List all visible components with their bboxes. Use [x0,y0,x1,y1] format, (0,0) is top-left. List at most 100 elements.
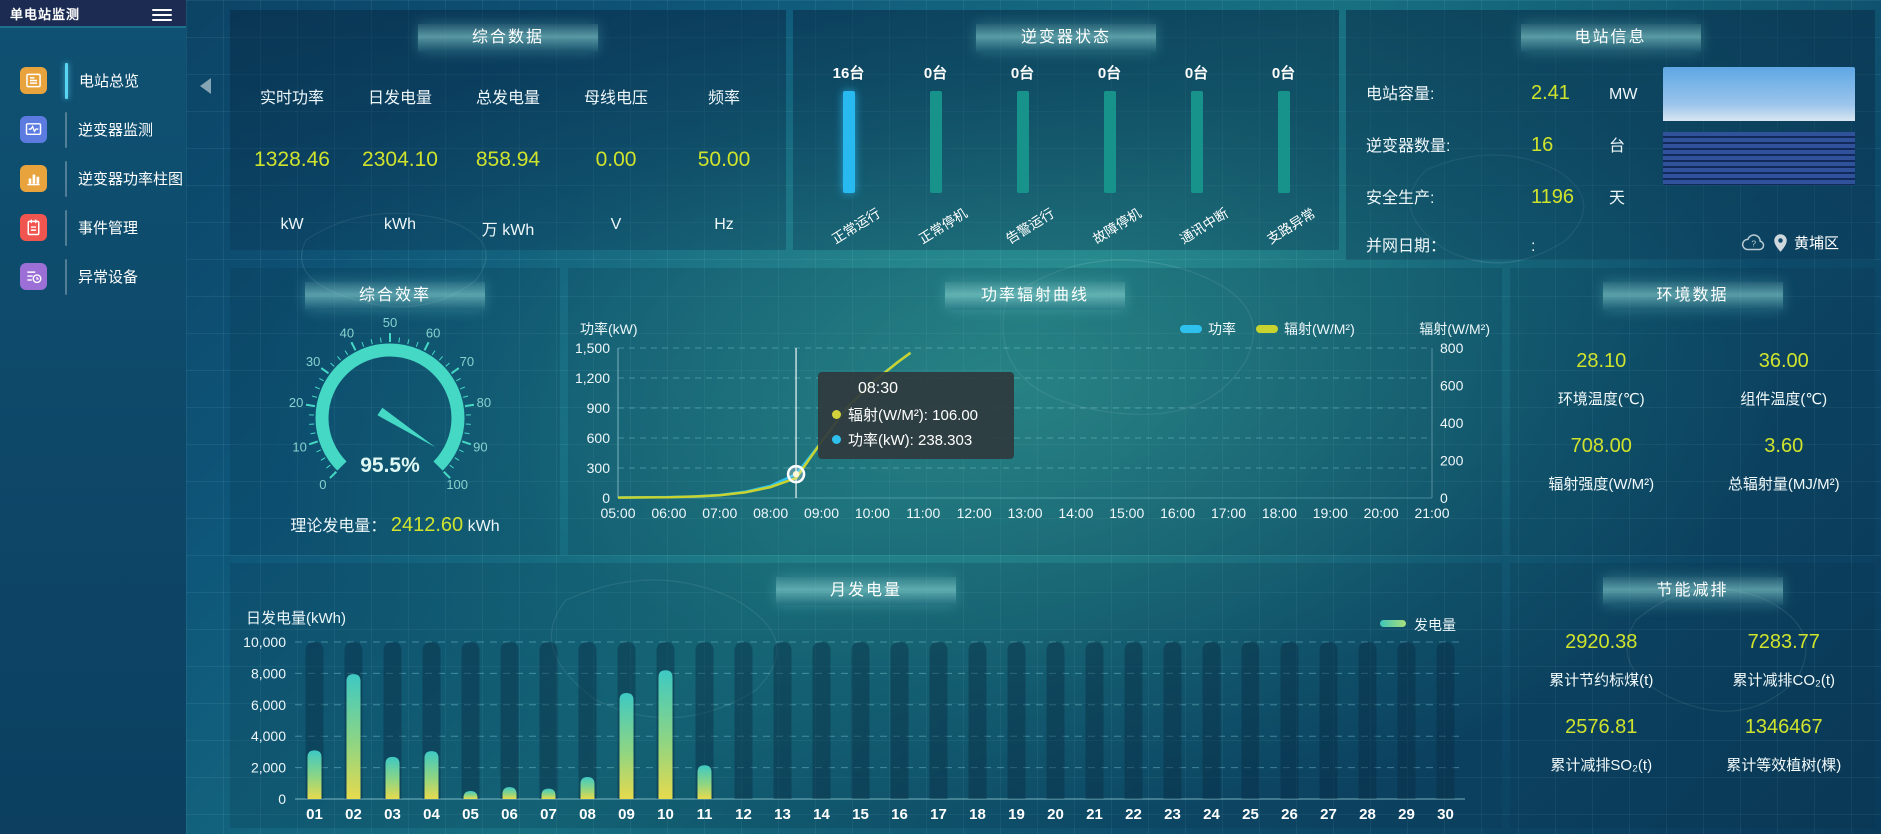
series-dot-icon [832,435,841,444]
svg-text:日发电量(kWh): 日发电量(kWh) [246,610,346,627]
efficiency-gauge-chart[interactable]: 0 10 20 30 40 50 60 70 80 90 100 95.5% [230,268,560,508]
bar [346,674,361,799]
chart-legend[interactable]: 功率 辐射(W/M²) [1180,321,1355,337]
info-unit: MW [1609,86,1638,103]
sidebar-item-2[interactable]: 逆变器监测 [0,105,186,154]
grid-date-value: : [1531,238,1536,255]
svg-text:50: 50 [383,315,397,330]
theory-unit: kWh [467,518,500,535]
bar-shadow [1319,642,1338,799]
svg-text:26: 26 [1281,806,1298,823]
menu-toggle-icon[interactable] [152,6,172,21]
sidebar-item-1[interactable]: 电站总览 [0,56,186,105]
monthly-generation-bar-chart[interactable]: 0 2,000 4,000 6,000 8,000 10,000 日发电量(kWh) 01 02… [230,563,1502,828]
bar-shadow [734,642,753,799]
svg-text:05:00: 05:00 [600,505,635,521]
bar-shadow [1358,642,1377,799]
bar [424,751,439,799]
grid-date-row: 并网日期： : [1366,232,1666,256]
inverter-status-bars[interactable]: 16台 正常运行 0台 正常停机 0台 告警运行 0台 故障停机 0台 通讯中断 0台 支路异常 [805,62,1327,250]
panel-power-curve: 功率辐射曲线 0 300 600 900 1,200 1,500 0 200 400 600 800… [568,268,1502,555]
svg-text:0: 0 [319,477,326,492]
svg-text:900: 900 [587,400,611,416]
device-alert-icon [20,263,47,290]
inverter-status-label: 正常运行 [828,205,883,247]
svg-text:16: 16 [891,806,908,823]
svg-text:23: 23 [1164,806,1181,823]
svg-text:27: 27 [1320,806,1337,823]
bar-shadow [1007,642,1026,799]
sidebar-item-label: 事件管理 [78,220,139,237]
bar-shadow [851,642,870,799]
panel-inverter-status: 逆变器状态 16台 正常运行 0台 正常停机 0台 告警运行 0台 故障停机 0台 通讯中断 0台支… [793,10,1339,250]
svg-text:1,500: 1,500 [575,340,610,356]
svg-text:800: 800 [1440,340,1464,356]
panel-summary: 综合数据 实时功率 1328.46 kW 日发电量 2304.10 kWh 总发电量 858.… [230,10,786,250]
inverter-status-label: 故障停机 [1089,205,1144,247]
metric-value: 858.94 [475,148,541,171]
sidebar-item-label: 电站总览 [79,73,140,90]
summary-metric: 日发电量 2304.10 kWh [346,10,454,250]
svg-text:0: 0 [278,791,286,807]
svg-text:400: 400 [1440,415,1464,431]
svg-text:22: 22 [1125,806,1142,823]
summary-metric: 母线电压 0.00 V [562,10,670,250]
svg-text:04: 04 [423,806,440,823]
bar-shadow [1202,642,1221,799]
metric-value: 28.10 [1576,350,1627,372]
svg-text:06: 06 [501,806,518,823]
svg-text:8,000: 8,000 [251,665,286,681]
svg-text:05: 05 [462,806,479,823]
inverter-count: 16台 [832,65,865,82]
bar [307,750,322,799]
summary-metric: 实时功率 1328.46 kW [238,10,346,250]
bar-shadow [1163,642,1182,799]
sidebar-item-5[interactable]: 异常设备 [0,252,186,301]
bar [697,765,712,799]
info-value: 1196 [1531,186,1575,208]
metric-label: 组件温度(℃) [1740,391,1828,408]
info-label: 电站容量: [1366,86,1435,103]
bar [385,756,400,799]
bar [619,693,634,799]
tooltip-item: 功率(kW): 238.303 [832,429,1014,450]
svg-text:30: 30 [1437,806,1454,823]
bar-shadow [1085,642,1104,799]
station-photo [1663,67,1855,185]
panel-monthly-generation-title: 月发电量 [776,577,956,605]
svg-text:90: 90 [473,439,487,454]
info-unit: 天 [1609,190,1626,207]
metric-value: 0.00 [595,148,637,171]
svg-text:29: 29 [1398,806,1415,823]
metric-label: 母线电压 [583,90,648,107]
svg-text:06:00: 06:00 [651,505,686,521]
svg-text:1,200: 1,200 [575,370,610,386]
svg-text:0: 0 [1440,490,1448,506]
sidebar-item-4[interactable]: 事件管理 [0,203,186,252]
svg-text:14: 14 [813,806,830,823]
info-unit: 台 [1609,138,1626,155]
location-name: 黄埔区 [1794,235,1840,252]
bar-shadow [578,642,597,799]
bar-shadow [890,642,909,799]
theory-label: 理论发电量： [290,518,387,535]
chart-legend[interactable]: 发电量 [1380,617,1456,633]
svg-text:?: ? [1751,238,1756,248]
series-dot-icon [832,410,841,419]
panel-inverter-status-title: 逆变器状态 [976,24,1156,52]
svg-text:80: 80 [477,395,491,410]
svg-text:13: 13 [774,806,791,823]
tooltip-item: 辐射(W/M²): 106.00 [832,404,1014,425]
info-label: 安全生产: [1366,190,1435,207]
sidebar-item-3[interactable]: 逆变器功率柱图 [0,154,186,203]
summary-metric: 频率 50.00 Hz [670,10,778,250]
menu-item-divider [65,258,67,295]
svg-text:03: 03 [384,806,401,823]
svg-text:10: 10 [292,439,306,454]
metric-value: 2304.10 [362,148,438,171]
power-radiation-line-chart[interactable]: 0 300 600 900 1,200 1,500 0 200 400 600 800 功率(kW) 辐… [568,268,1502,555]
location-pin-icon [1774,233,1787,252]
metric-unit: kWh [384,216,416,233]
collapse-panel-arrow-icon[interactable] [200,78,211,94]
